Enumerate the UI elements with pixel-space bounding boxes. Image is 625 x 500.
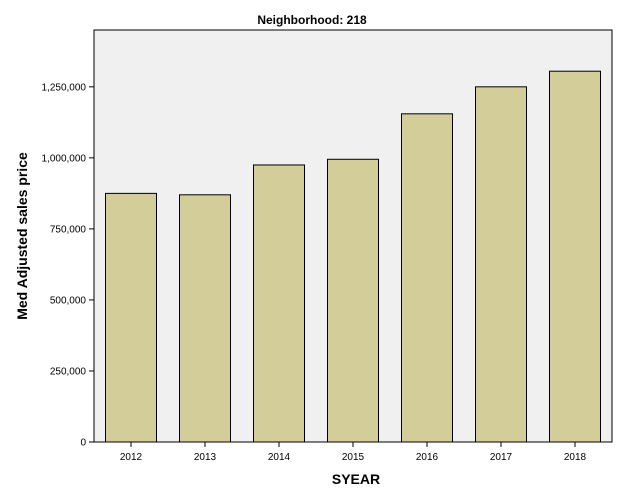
y-axis-title: Med Adjusted sales price xyxy=(14,152,30,320)
y-tick-label: 750,000 xyxy=(50,224,87,235)
y-tick-label: 0 xyxy=(80,438,86,449)
bar-2017 xyxy=(475,86,527,443)
bar-2015 xyxy=(327,158,379,443)
bar-2016 xyxy=(401,113,453,443)
y-axis: 0 250,000 500,000 750,000 1,000,000 1,250,000 xyxy=(42,82,94,449)
x-axis-title: SYEAR xyxy=(332,471,380,487)
x-tick-label: 2016 xyxy=(416,452,439,463)
bar-2013 xyxy=(179,194,231,443)
y-tick-label: 1,000,000 xyxy=(42,153,87,164)
x-tick-label: 2012 xyxy=(120,452,143,463)
y-tick-label: 1,250,000 xyxy=(42,82,87,93)
x-tick-label: 2014 xyxy=(268,452,291,463)
bars-group xyxy=(105,70,601,443)
x-tick-label: 2013 xyxy=(194,452,217,463)
y-tick-label: 500,000 xyxy=(50,295,87,306)
x-tick-label: 2018 xyxy=(564,452,587,463)
chart-title: Neighborhood: 218 xyxy=(257,13,367,27)
bar-2012 xyxy=(105,192,157,443)
x-axis: 2012 2013 2014 2015 2016 2017 2018 xyxy=(120,442,587,463)
x-tick-label: 2015 xyxy=(342,452,365,463)
bar-2018 xyxy=(549,70,601,443)
x-tick-label: 2017 xyxy=(490,452,513,463)
bar-2014 xyxy=(253,164,305,443)
y-tick-label: 250,000 xyxy=(50,366,87,377)
